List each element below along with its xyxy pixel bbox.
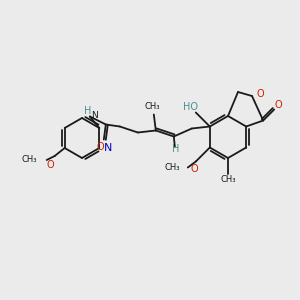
Text: CH₃: CH₃ <box>144 102 160 111</box>
Text: CH₃: CH₃ <box>21 155 37 164</box>
Text: O: O <box>47 160 55 170</box>
Text: O: O <box>190 164 198 175</box>
Text: N: N <box>91 111 98 120</box>
Text: H: H <box>172 143 179 154</box>
Text: H: H <box>84 106 92 116</box>
Text: O: O <box>256 89 264 99</box>
Text: N: N <box>104 143 113 153</box>
Text: O: O <box>274 100 282 110</box>
Text: O: O <box>96 142 103 152</box>
Text: HO: HO <box>183 103 198 112</box>
Text: CH₃: CH₃ <box>220 176 236 184</box>
Text: CH₃: CH₃ <box>164 163 180 172</box>
